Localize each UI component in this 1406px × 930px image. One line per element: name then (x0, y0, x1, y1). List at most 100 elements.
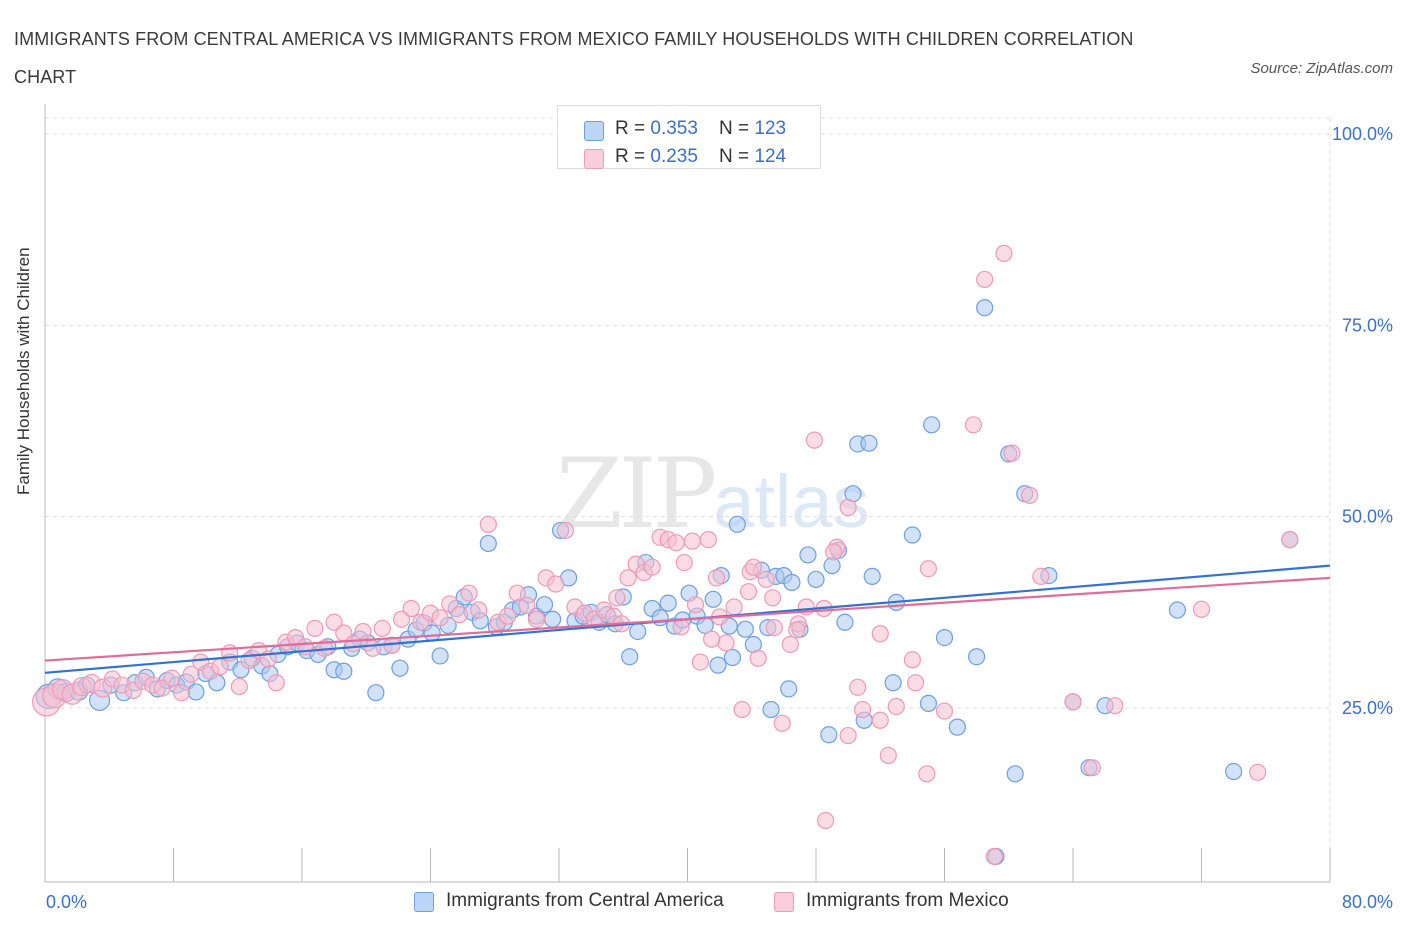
mexico-point (172, 684, 191, 702)
mexico-point (675, 553, 693, 572)
y-tick-label: 100.0% (1332, 124, 1393, 144)
mexico-point (976, 270, 994, 289)
mexico-point (392, 610, 411, 628)
mexico-point (699, 531, 717, 549)
mexico-point (825, 543, 843, 561)
mexico-point (985, 847, 1003, 866)
central-america-point (1225, 762, 1243, 781)
mexico-point (919, 560, 938, 578)
watermark-zip: ZIP (556, 438, 717, 550)
mexico-point (964, 416, 983, 434)
mexico-point (839, 726, 857, 745)
mexico-point (402, 599, 420, 618)
mexico-point (470, 601, 488, 619)
central-america-point (968, 648, 986, 666)
central-america-point (1168, 601, 1187, 619)
mexico-point (1192, 600, 1211, 618)
mexico-stats-text: R = 0.235 N = 124 (615, 146, 786, 168)
mexico-point (717, 634, 735, 652)
mexico-point (508, 584, 526, 602)
central-america-point (923, 416, 941, 434)
mexico-point (608, 589, 626, 607)
mexico-point (163, 669, 181, 687)
central-america-point (884, 674, 902, 692)
mexico-point (871, 625, 889, 643)
n-label: N = (719, 118, 755, 139)
mexico-point (518, 596, 536, 615)
mexico-point (364, 639, 382, 657)
mexico-point (230, 677, 248, 696)
central-america-point (728, 515, 746, 533)
r-label: R = (615, 118, 651, 139)
n-label: N = (719, 146, 755, 167)
central-america-point (479, 534, 497, 553)
central-america-point (709, 656, 727, 674)
x-tick-label: 80.0% (1342, 892, 1393, 912)
x-tick-label: 0.0% (46, 892, 87, 912)
mexico-point (725, 598, 743, 616)
mexico-point (781, 635, 799, 654)
central-america-point (651, 609, 669, 627)
mexico-trendline (44, 576, 1331, 662)
central-america-point (976, 299, 994, 317)
mexico-point (839, 498, 857, 517)
central-america-point (863, 567, 881, 585)
source-credit: Source: ZipAtlas.com (1250, 60, 1393, 77)
central-america-swatch (584, 121, 604, 141)
central-america-point (762, 700, 780, 719)
mexico-point (764, 589, 782, 607)
y-tick-label: 75.0% (1342, 315, 1393, 335)
y-tick-label: 25.0% (1342, 698, 1393, 718)
chart-title: IMMIGRANTS FROM CENTRAL AMERICA VS IMMIG… (14, 29, 1134, 87)
central-america-point (621, 648, 639, 666)
central-america-point (431, 647, 449, 665)
central-america-point (919, 694, 938, 713)
mexico-point (211, 658, 229, 676)
central-america-point (723, 648, 742, 667)
mexico-point (918, 765, 936, 783)
legend-label-mexico: Immigrants from Mexico (806, 890, 1009, 911)
central-america-point (391, 659, 409, 677)
mexico-point (556, 521, 575, 540)
central-america-point (659, 594, 677, 612)
central-america-point (736, 620, 754, 638)
mexico-point (460, 584, 478, 602)
central-america-point (335, 662, 353, 680)
central-america-point (783, 573, 801, 592)
mexico-point (805, 431, 823, 449)
y-tick-label: 50.0% (1342, 507, 1393, 527)
mexico-point (1083, 759, 1101, 777)
mexico-point (995, 244, 1013, 262)
mexico-point (749, 649, 767, 667)
central-america-point (780, 680, 798, 698)
mexico-point (1003, 444, 1021, 462)
mexico-point (817, 811, 835, 830)
mexico-point (1249, 763, 1267, 781)
mexico-point (765, 619, 783, 637)
mexico-point (935, 702, 954, 720)
central-america-point (935, 628, 954, 647)
central-america-point (820, 726, 838, 744)
mexico-point (879, 746, 897, 765)
mexico-point (182, 665, 200, 683)
n-value: 124 (754, 146, 787, 167)
mexico-point (853, 700, 872, 719)
mexico-point (547, 575, 565, 593)
central-america-point (535, 596, 554, 614)
legend-label-central-america: Immigrants from Central America (446, 890, 724, 911)
n-value: 123 (754, 118, 787, 139)
mexico-point (499, 607, 517, 625)
mexico-point (788, 621, 806, 639)
mexico-point (667, 534, 685, 552)
mexico-point (849, 678, 867, 696)
mexico-point (1281, 531, 1299, 549)
r-value: 0.235 (650, 146, 698, 167)
mexico-point (527, 610, 546, 628)
central-america-point (367, 684, 385, 702)
central-america-point (807, 570, 825, 589)
mexico-point (757, 570, 775, 589)
mexico-point (1021, 486, 1039, 504)
mexico-point (306, 619, 324, 638)
mexico-point (871, 711, 889, 729)
legend-swatch-central-america (414, 892, 434, 912)
